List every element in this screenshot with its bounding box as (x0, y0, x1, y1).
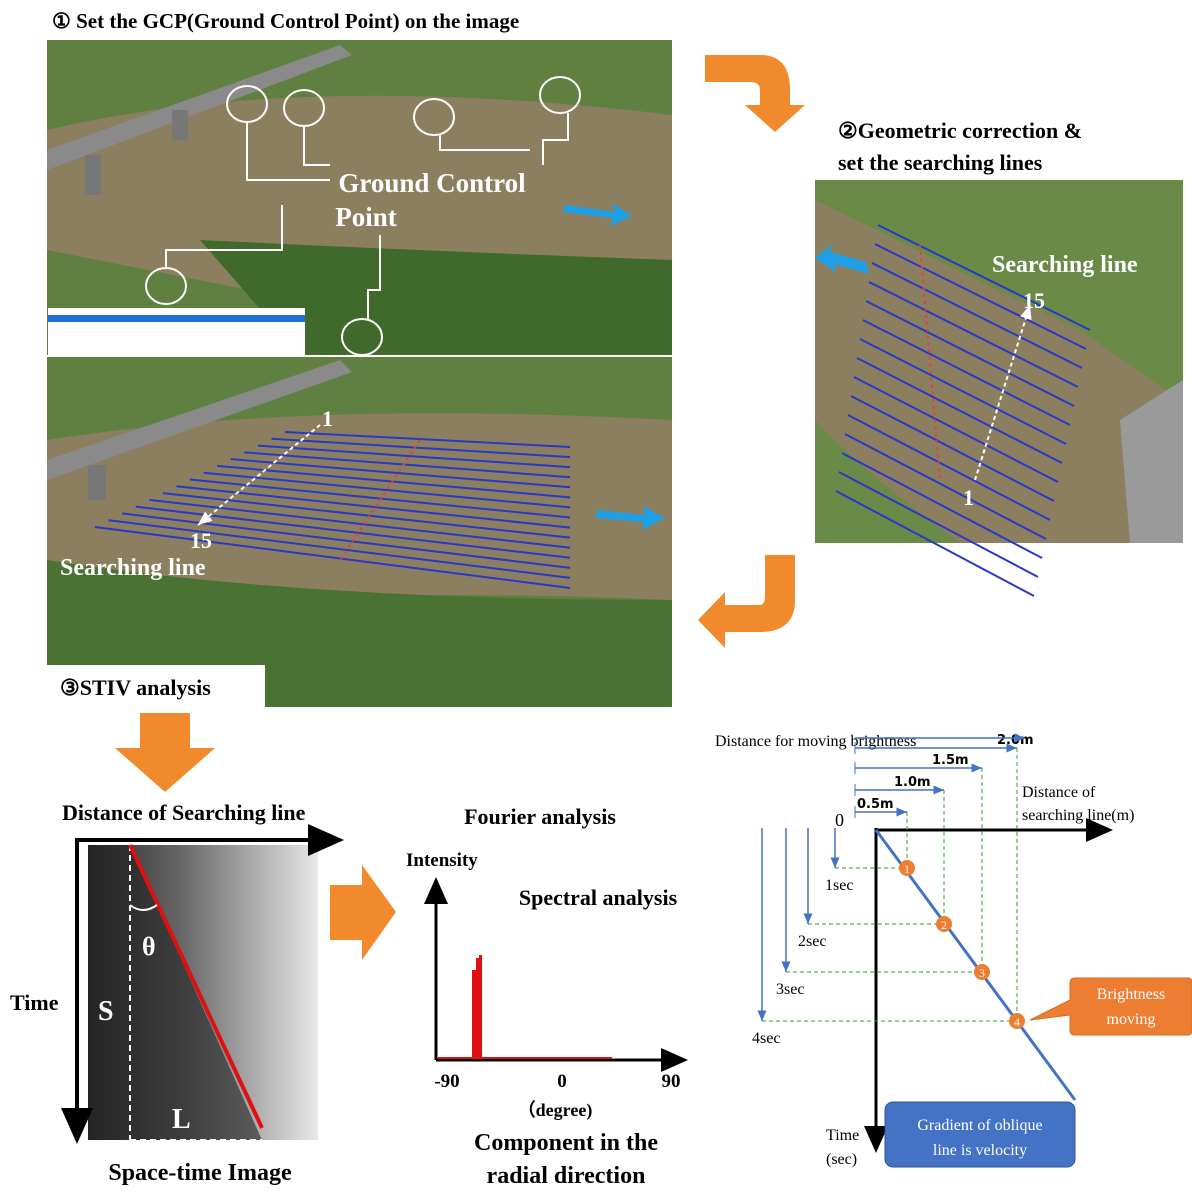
diagram: ① Set the GCP(Ground Control Point) on t… (0, 0, 1192, 1191)
flow-arrow-orange (705, 55, 805, 132)
point-label: 2 (941, 918, 947, 932)
fourier-tick: -90 (434, 1071, 459, 1092)
time-label: 1sec (825, 877, 853, 894)
distance-label: 2.0m (997, 733, 1034, 748)
x-label: searching line(m) (1022, 807, 1134, 824)
photo-2: 1 15 Searching line ③STIV analysis (47, 357, 672, 707)
fourier-caption: Component in the (474, 1130, 658, 1156)
time-label: 4sec (752, 1030, 780, 1047)
distance-label: 1.0m (894, 775, 931, 790)
y-label: (sec) (826, 1151, 857, 1168)
callout-text: Brightness (1097, 986, 1165, 1003)
line-number: 1 (322, 406, 333, 431)
time-label: 3sec (776, 981, 804, 998)
table-row (48, 315, 305, 322)
callout-text: moving (1107, 1011, 1156, 1028)
theta: θ (142, 932, 156, 961)
pier (85, 155, 101, 195)
searching-line-label: Searching line (60, 555, 206, 581)
line-number: 1 (963, 485, 974, 510)
note-text: line is velocity (933, 1142, 1027, 1159)
searching-line-label: Searching line (992, 252, 1138, 278)
fourier-y-label: Intensity (406, 850, 478, 871)
point-label: 3 (979, 966, 985, 980)
fourier-title: Fourier analysis (464, 804, 616, 829)
sti-caption: Space-time Image (108, 1160, 292, 1186)
fourier-caption: radial direction (487, 1163, 646, 1189)
y-label: Time (826, 1127, 859, 1144)
fourier-subtitle: Spectral analysis (519, 885, 678, 910)
sti-x-label: Distance of Searching line (62, 800, 306, 825)
spectrum-peak (472, 955, 482, 1058)
velocity-diagram: Distance for moving brightness 0 Distanc… (715, 733, 1192, 1168)
note-text: Gradient of oblique (917, 1117, 1042, 1134)
gcp-label: Point (335, 202, 397, 232)
line-number: 15 (190, 528, 212, 553)
photo-1: Ground Control Point (47, 40, 672, 355)
pier (172, 110, 188, 140)
sti-y-label: Time (10, 990, 59, 1015)
step1-title: ① Set the GCP(Ground Control Point) on t… (52, 9, 519, 33)
s-label: S (98, 996, 114, 1027)
right-arrow (330, 865, 396, 960)
x-label: Distance of (1022, 784, 1096, 801)
point-label: 4 (1014, 1015, 1020, 1029)
flow-arrow-orange (698, 555, 795, 648)
l-label: L (172, 1104, 191, 1135)
pier (88, 465, 106, 500)
origin-label: 0 (835, 810, 844, 830)
fourier-tick: 0 (557, 1071, 567, 1092)
distance-label: 1.5m (932, 753, 969, 768)
gcp-label: Ground Control (338, 168, 526, 198)
line-number: 15 (1023, 288, 1045, 313)
point-label: 1 (904, 862, 910, 876)
step3-title: ③STIV analysis (60, 675, 211, 700)
rectified-image: Searching line 15 1 (815, 180, 1183, 596)
step2-title: ②Geometric correction & (838, 118, 1082, 143)
time-label: 2sec (798, 933, 826, 950)
fourier-tick: 90 (662, 1071, 681, 1092)
down-arrow (115, 713, 215, 792)
distance-label: 0.5m (857, 797, 894, 812)
step2-title: set the searching lines (838, 150, 1043, 175)
fourier-unit: （degree) (518, 1100, 593, 1121)
